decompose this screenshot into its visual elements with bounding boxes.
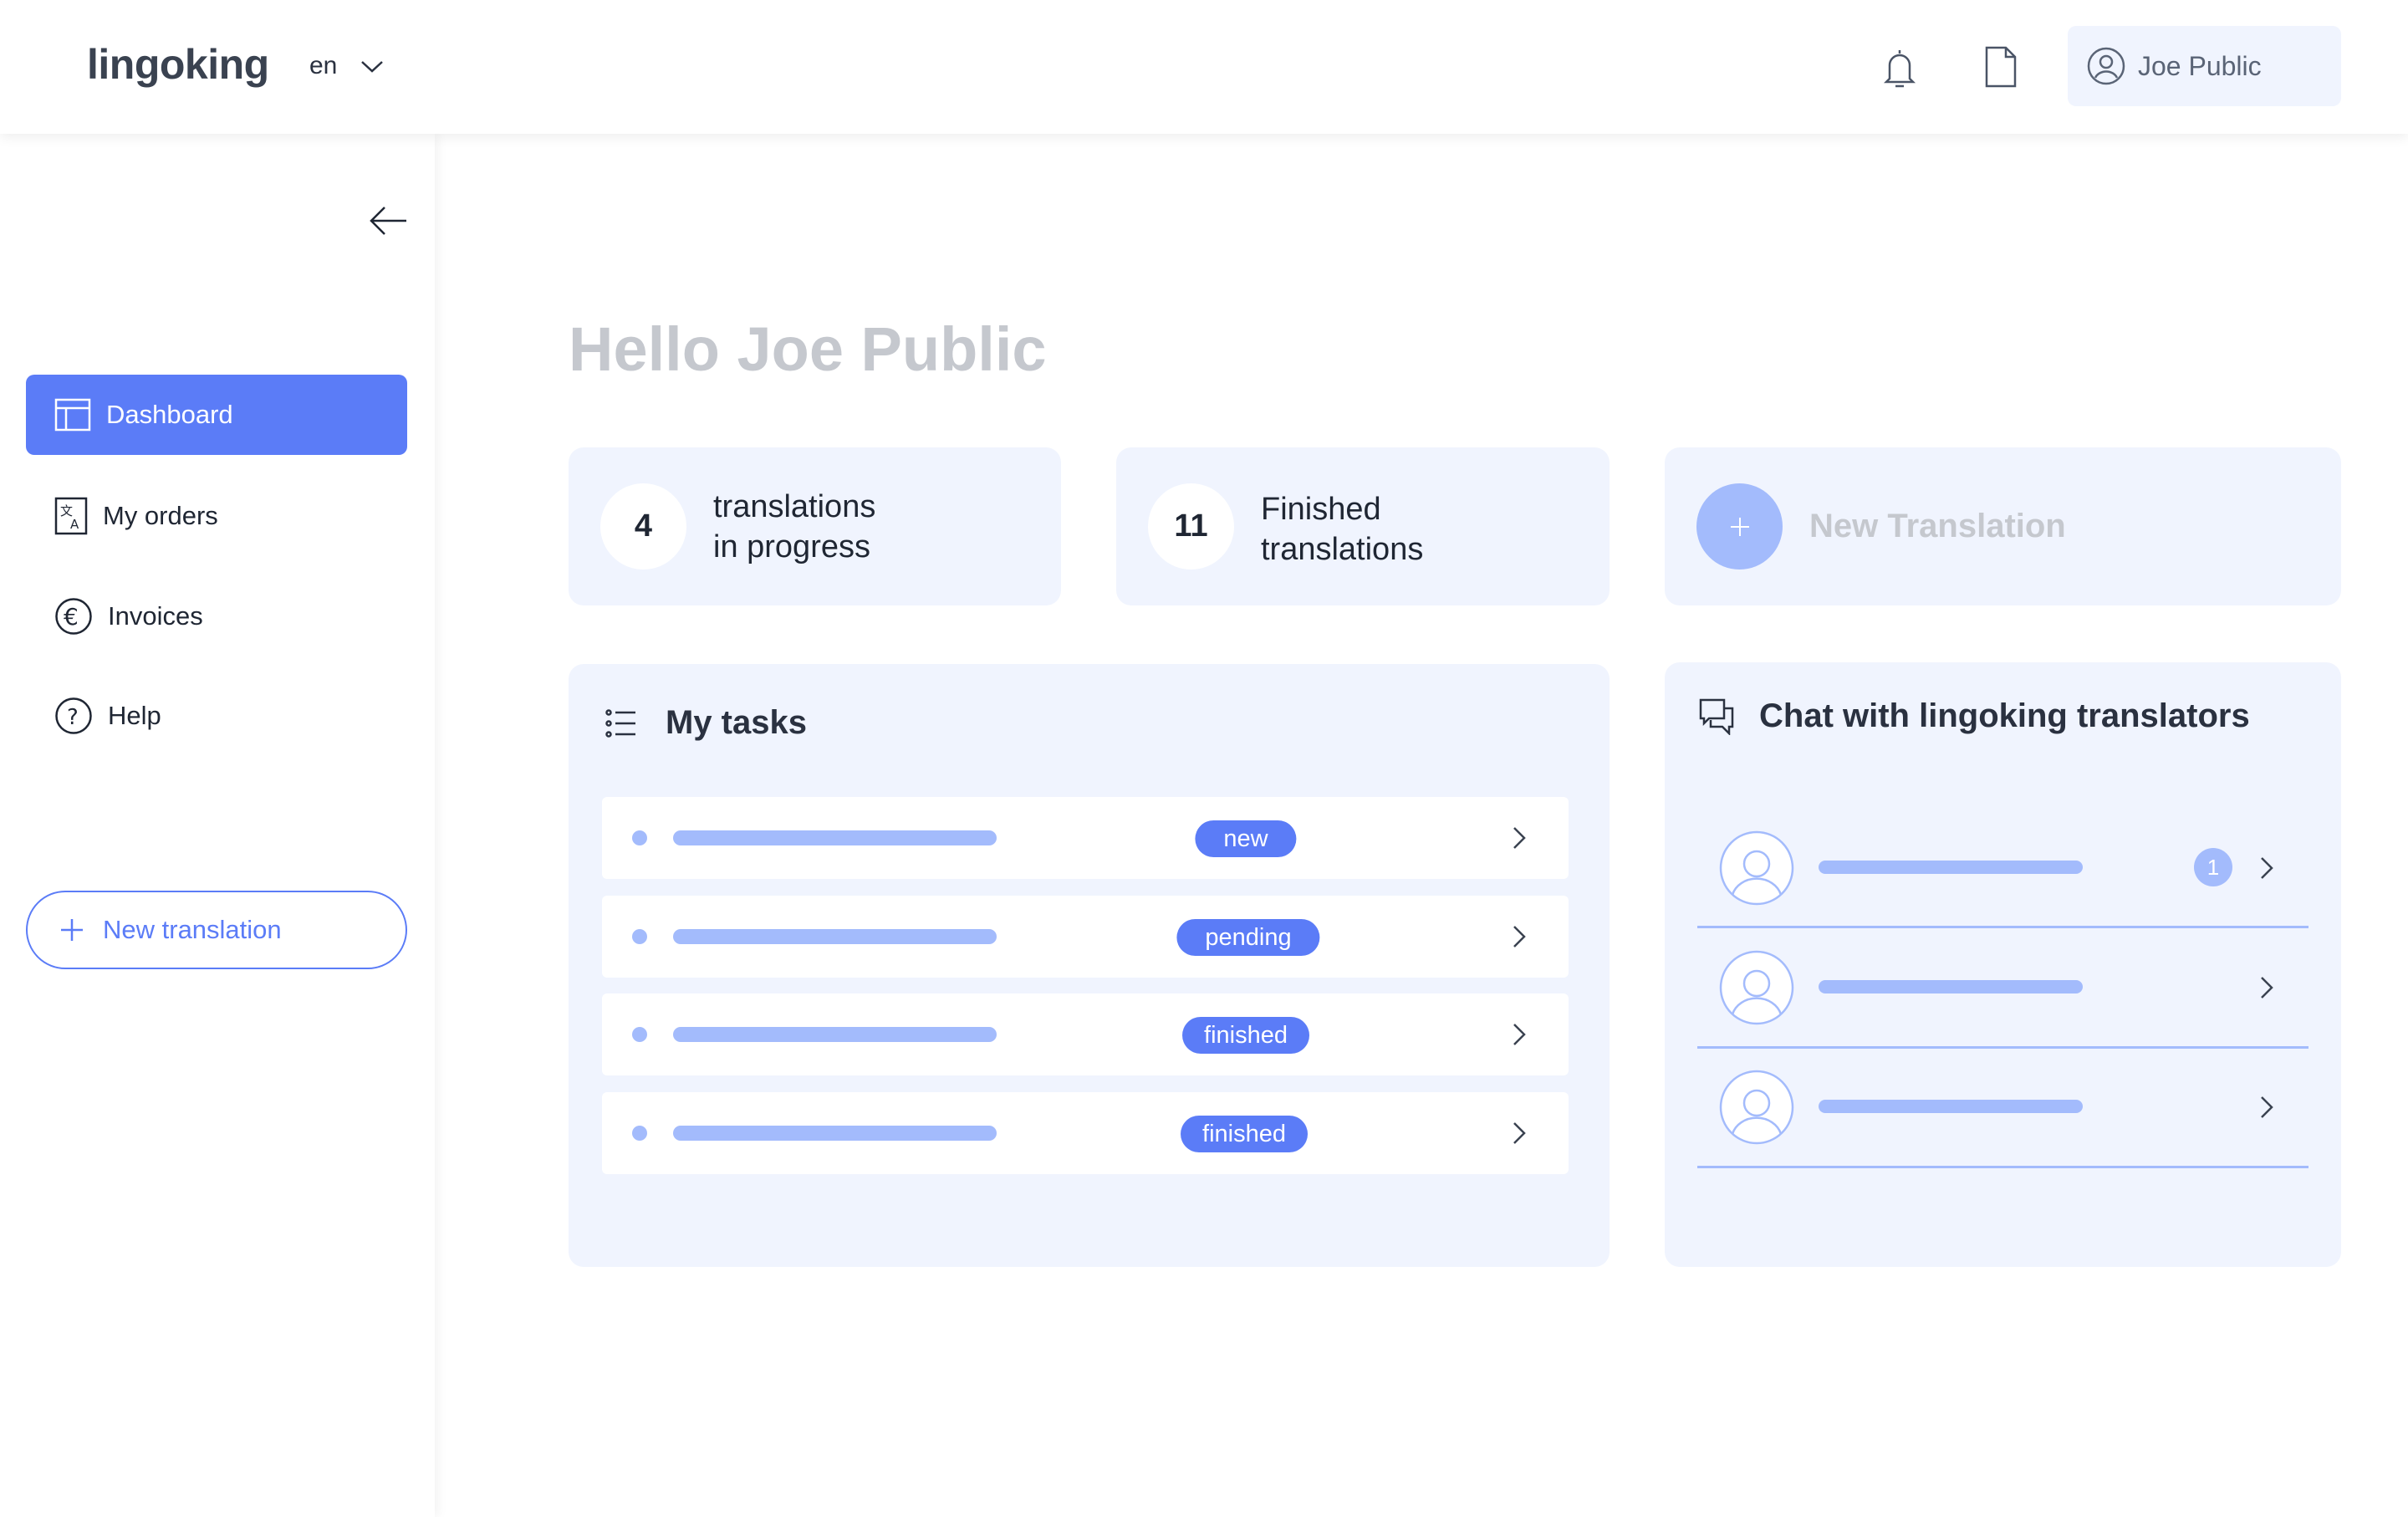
sidebar-item-label: Help: [108, 701, 161, 730]
stat-card-finished[interactable]: 11 Finished translations: [1116, 447, 1610, 605]
new-translation-card-label: New Translation: [1809, 508, 2066, 544]
chat-row[interactable]: [1697, 1067, 2309, 1159]
help-icon: ?: [55, 697, 92, 734]
user-name: Joe Public: [2138, 50, 2262, 81]
stat-card-in-progress[interactable]: 4 translations in progress: [569, 447, 1061, 605]
chat-row[interactable]: [1697, 947, 2309, 1039]
document-icon: [1985, 46, 2017, 88]
task-row[interactable]: finished: [602, 1092, 1569, 1174]
svg-text:?: ?: [67, 705, 79, 730]
language-value: en: [309, 52, 338, 79]
sidebar-item-help[interactable]: ? Help: [26, 676, 407, 756]
placeholder-bar: [1819, 1100, 2083, 1113]
logo[interactable]: lingoking: [87, 41, 269, 88]
chat-title: Chat with lingoking translators: [1699, 697, 2250, 735]
chevron-right-icon: [1513, 827, 1526, 849]
new-translation-card[interactable]: New Translation: [1665, 447, 2341, 605]
stat-label-line: in progress: [713, 529, 870, 564]
sidebar-item-invoices[interactable]: € Invoices: [26, 576, 407, 656]
page-title: Hello Joe Public: [569, 314, 1047, 384]
chevron-down-icon: [361, 61, 383, 73]
placeholder-bar: [673, 1027, 997, 1042]
chat-bubbles-icon: [1699, 698, 1734, 735]
user-menu[interactable]: Joe Public: [2068, 26, 2341, 106]
task-row[interactable]: finished: [602, 993, 1569, 1075]
bell-icon: [1883, 50, 1916, 88]
chevron-right-icon: [2261, 977, 2273, 999]
notifications-button[interactable]: [1880, 45, 1920, 92]
plus-icon: [1696, 483, 1783, 570]
status-badge: new: [1195, 820, 1297, 857]
placeholder-bar: [1819, 980, 2083, 993]
plus-icon: [61, 919, 83, 941]
sidebar-item-label: My orders: [103, 501, 218, 530]
chevron-right-icon: [1513, 1024, 1526, 1045]
status-dot: [632, 929, 647, 944]
stat-value: 11: [1148, 483, 1234, 570]
language-selector[interactable]: en: [309, 52, 383, 80]
top-header: lingoking en Joe Public: [0, 0, 2408, 134]
status-badge: finished: [1182, 1017, 1309, 1054]
placeholder-bar: [673, 830, 997, 845]
chevron-right-icon: [2261, 1096, 2273, 1118]
status-dot: [632, 1027, 647, 1042]
divider: [1697, 1046, 2309, 1049]
collapse-sidebar-arrow-icon[interactable]: [368, 204, 408, 238]
my-tasks-title: My tasks: [605, 704, 807, 742]
svg-text:A: A: [70, 517, 79, 532]
sidebar-item-label: Dashboard: [106, 400, 233, 429]
status-dot: [632, 830, 647, 845]
new-translation-button[interactable]: New translation: [26, 891, 407, 969]
documents-button[interactable]: [1982, 43, 2020, 90]
task-row[interactable]: new: [602, 797, 1569, 879]
chevron-right-icon: [2261, 857, 2273, 879]
panel-title-text: My tasks: [666, 704, 807, 741]
stat-label-line: translations: [1261, 531, 1424, 567]
panel-title-text: Chat with lingoking translators: [1759, 697, 2250, 734]
unread-badge: 1: [2194, 848, 2232, 886]
svg-text:文: 文: [60, 503, 73, 518]
stat-label-line: Finished: [1261, 491, 1381, 527]
stat-value: 4: [600, 483, 686, 570]
divider: [1697, 1166, 2309, 1168]
status-dot: [632, 1126, 647, 1141]
dashboard-icon: [54, 398, 91, 432]
chevron-right-icon: [1513, 1122, 1526, 1144]
stat-label-line: translations: [713, 488, 876, 524]
user-avatar-icon: [2087, 47, 2125, 85]
svg-text:€: €: [64, 603, 79, 631]
status-badge: finished: [1181, 1116, 1308, 1152]
avatar-icon: [1719, 950, 1794, 1025]
divider: [1697, 926, 2309, 928]
list-icon: [605, 708, 635, 738]
translate-icon: 文A: [54, 497, 88, 535]
avatar-icon: [1719, 830, 1794, 906]
task-row[interactable]: pending: [602, 896, 1569, 978]
placeholder-bar: [1819, 861, 2083, 874]
sidebar-item-dashboard[interactable]: Dashboard: [26, 375, 407, 455]
placeholder-bar: [673, 1126, 997, 1141]
status-badge: pending: [1176, 919, 1320, 956]
euro-icon: €: [55, 598, 92, 635]
sidebar-item-label: Invoices: [108, 601, 203, 631]
placeholder-bar: [673, 929, 997, 944]
chat-row[interactable]: 1: [1697, 828, 2309, 920]
new-translation-label: New translation: [103, 915, 282, 944]
avatar-icon: [1719, 1070, 1794, 1145]
chevron-right-icon: [1513, 926, 1526, 947]
